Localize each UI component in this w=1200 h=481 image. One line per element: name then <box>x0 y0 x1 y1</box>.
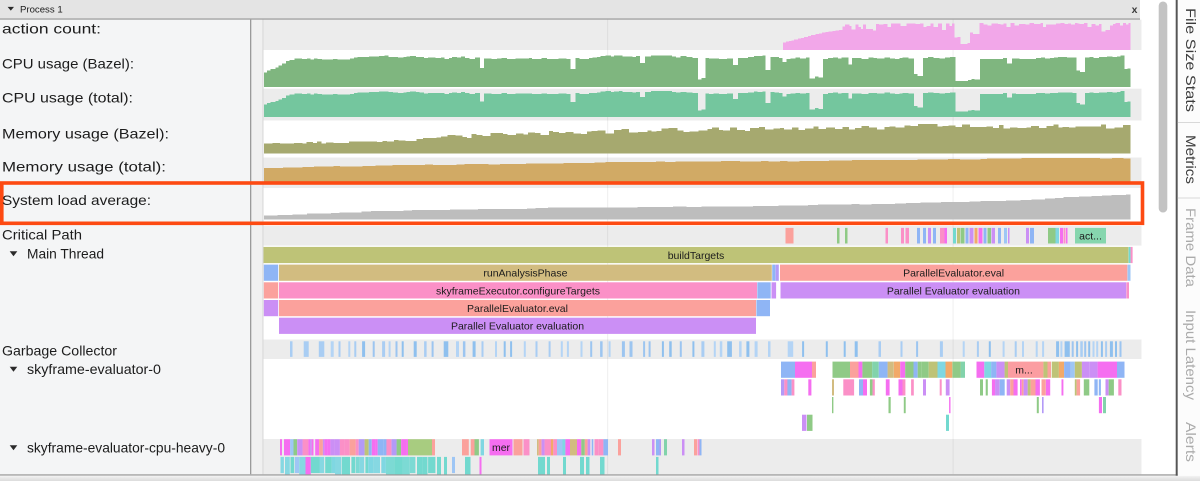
svg-text:buildTargets: buildTargets <box>668 250 725 262</box>
svg-text:mer: mer <box>492 442 511 454</box>
svg-text:skyframe-evaluator-0: skyframe-evaluator-0 <box>27 361 161 377</box>
svg-text:CPU usage (Bazel):: CPU usage (Bazel): <box>2 55 134 71</box>
svg-text:runAnalysisPhase: runAnalysisPhase <box>483 268 567 280</box>
svg-text:x: x <box>1132 4 1138 16</box>
svg-text:Main Thread: Main Thread <box>27 245 104 261</box>
svg-text:Memory usage (total):: Memory usage (total): <box>2 158 166 174</box>
svg-text:ParallelEvaluator.eval: ParallelEvaluator.eval <box>903 268 1004 280</box>
svg-text:Frame Data: Frame Data <box>1183 208 1199 287</box>
svg-text:Input Latency: Input Latency <box>1183 310 1199 400</box>
svg-text:Process 1: Process 1 <box>20 5 63 16</box>
svg-text:Garbage Collector: Garbage Collector <box>2 342 117 358</box>
svg-text:ParallelEvaluator.eval: ParallelEvaluator.eval <box>467 303 568 315</box>
svg-text:Memory usage (Bazel):: Memory usage (Bazel): <box>2 125 169 141</box>
svg-text:m...: m... <box>1015 365 1033 377</box>
svg-text:action count:: action count: <box>2 20 101 36</box>
svg-text:System load average:: System load average: <box>2 192 151 208</box>
svg-text:Parallel Evaluator evaluation: Parallel Evaluator evaluation <box>887 285 1020 297</box>
svg-text:CPU usage (total):: CPU usage (total): <box>2 89 133 105</box>
svg-text:Metrics: Metrics <box>1183 135 1199 184</box>
svg-text:skyframe-evaluator-cpu-heavy-0: skyframe-evaluator-cpu-heavy-0 <box>27 439 225 455</box>
svg-text:Critical Path: Critical Path <box>2 226 82 242</box>
svg-text:File Size Stats: File Size Stats <box>1183 8 1199 112</box>
svg-text:Alerts: Alerts <box>1183 422 1199 462</box>
svg-text:Parallel Evaluator evaluation: Parallel Evaluator evaluation <box>451 321 584 333</box>
svg-text:skyframeExecutor.configureTarg: skyframeExecutor.configureTargets <box>436 285 600 297</box>
svg-text:act...: act... <box>1079 230 1102 242</box>
